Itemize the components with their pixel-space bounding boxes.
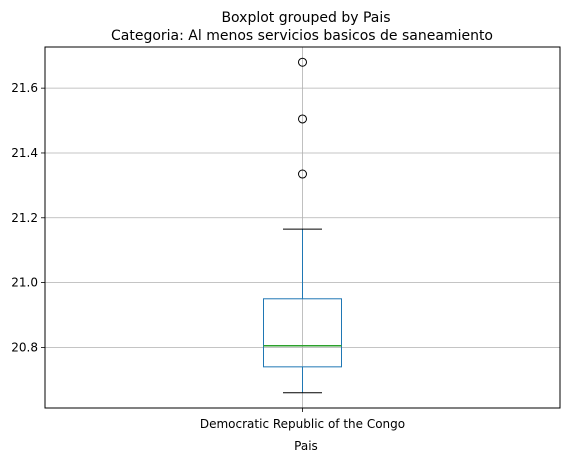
chart-title: Categoria: Al menos servicios basicos de… <box>111 28 493 44</box>
grid-lines <box>45 47 560 408</box>
y-tick-label: 21.6 <box>11 81 38 95</box>
y-tick-label: 21.4 <box>11 146 38 160</box>
outlier-point <box>298 114 307 124</box>
x-axis-label: Pais <box>294 439 318 453</box>
x-axis-ticks: Democratic Republic of the Congo <box>200 408 405 431</box>
chart-suptitle: Boxplot grouped by Pais <box>221 10 390 26</box>
iqr-box <box>263 298 342 368</box>
y-tick-label: 21.2 <box>11 211 38 225</box>
x-tick-label: Democratic Republic of the Congo <box>200 417 405 431</box>
box-layer <box>263 57 342 394</box>
y-axis-ticks: 20.8 21.0 21.2 21.4 21.6 <box>11 81 45 354</box>
y-tick-label: 21.0 <box>11 276 38 290</box>
y-tick-label: 20.8 <box>11 340 38 354</box>
outlier-point <box>298 169 307 179</box>
plot-frame <box>44 46 561 409</box>
outlier-point <box>298 57 307 67</box>
